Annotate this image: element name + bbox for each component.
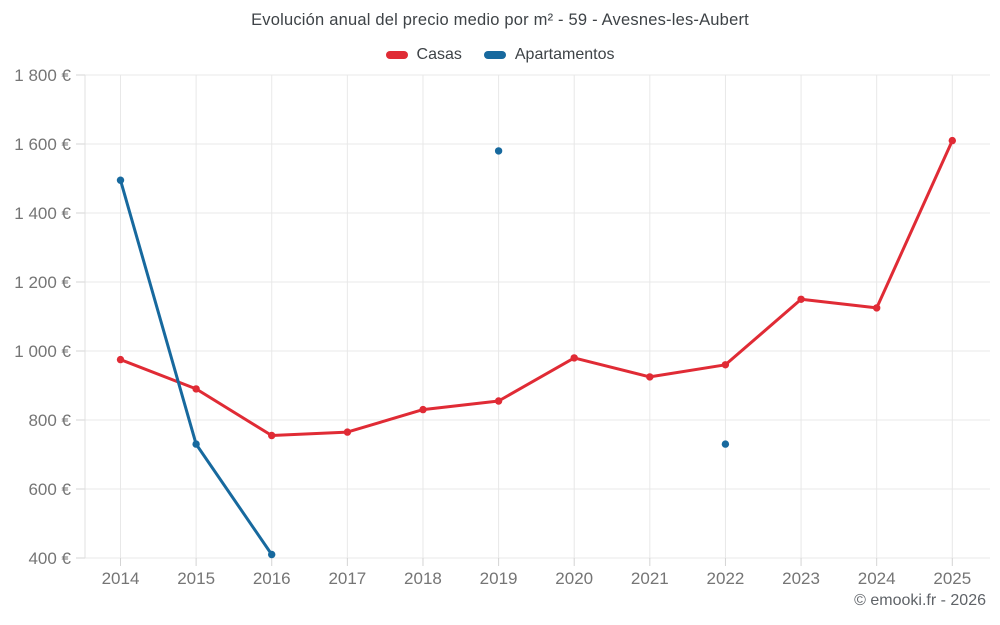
copyright-credit: © emooki.fr - 2026 — [854, 592, 986, 609]
x-axis-label: 2023 — [782, 569, 820, 588]
y-axis-label: 600 € — [28, 480, 71, 499]
x-axis-label: 2015 — [177, 569, 215, 588]
series-apartamentos-point-2016[interactable] — [268, 550, 276, 559]
series-casas-point-2023[interactable] — [797, 295, 805, 303]
chart-legend: Casas Apartamentos — [0, 46, 1000, 64]
chart-title: Evolución anual del precio medio por m² … — [251, 11, 749, 29]
legend-item-casas[interactable]: Casas — [385, 46, 462, 64]
x-axis-label: 2016 — [253, 569, 291, 588]
y-axis-label: 1 200 € — [14, 273, 71, 292]
x-axis-label: 2021 — [631, 569, 669, 588]
series-casas-point-2014[interactable] — [116, 355, 125, 364]
series-apartamentos-point-2019[interactable] — [494, 147, 503, 155]
series-casas-point-2024[interactable] — [873, 304, 881, 312]
series-casas-point-2019[interactable] — [494, 397, 503, 405]
series-casas-point-2021[interactable] — [646, 373, 654, 381]
y-axis-label: 1 600 € — [14, 135, 71, 154]
x-axis-label: 2017 — [328, 569, 366, 588]
x-axis-label: 2025 — [933, 569, 971, 588]
series-casas-point-2020[interactable] — [570, 354, 578, 362]
x-axis-label: 2022 — [707, 569, 745, 588]
x-axis-label: 2024 — [858, 569, 896, 588]
legend-label-casas: Casas — [416, 46, 462, 63]
legend-swatch-casas — [385, 51, 408, 59]
y-axis-label: 800 € — [28, 411, 71, 430]
series-apartamentos-point-2022[interactable] — [721, 440, 730, 448]
y-axis-label: 1 000 € — [14, 342, 71, 361]
series-casas-point-2015[interactable] — [192, 385, 200, 393]
x-axis-label: 2018 — [404, 569, 442, 588]
series-casas-point-2025[interactable] — [948, 136, 956, 145]
series-casas-point-2016[interactable] — [268, 431, 276, 440]
x-axis-label: 2019 — [480, 569, 518, 588]
y-axis-label: 1 400 € — [14, 204, 71, 223]
series-casas-point-2022[interactable] — [721, 361, 730, 369]
series-apartamentos-point-2014[interactable] — [116, 176, 125, 184]
x-axis-label: 2014 — [102, 569, 140, 588]
series-casas-point-2017[interactable] — [343, 428, 352, 436]
series-casas-line — [119, 139, 954, 437]
series-apartamentos-point-2015[interactable] — [192, 440, 200, 448]
legend-label-apartamentos: Apartamentos — [514, 46, 615, 63]
series-casas-point-2018[interactable] — [419, 405, 427, 414]
legend-item-apartamentos[interactable]: Apartamentos — [483, 46, 615, 64]
x-axis-label: 2020 — [555, 569, 593, 588]
legend-swatch-apartamentos — [483, 51, 506, 59]
y-axis-label: 1 800 € — [14, 66, 71, 85]
y-axis-label: 400 € — [28, 549, 71, 568]
